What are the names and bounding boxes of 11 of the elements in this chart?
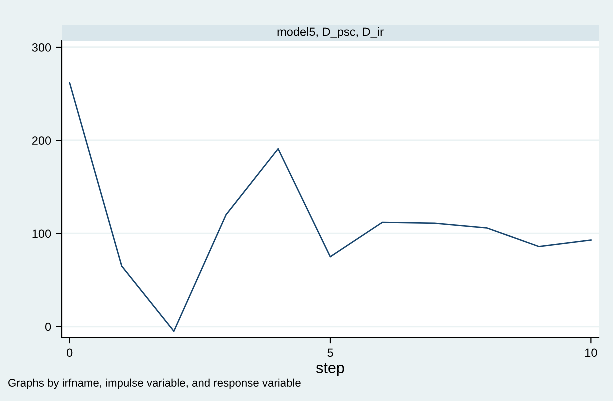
y-tick-label: 200 — [32, 136, 52, 146]
y-tick-label: 0 — [45, 322, 52, 332]
text: Graphs by irfname, impulse variable, and response variable — [8, 378, 301, 390]
y-tick-label: 100 — [32, 230, 52, 238]
x-axis-title: step — [316, 363, 344, 376]
chart-title: model5, D_psc, D_ir — [278, 28, 384, 38]
x-tick-label: 10 — [586, 348, 598, 358]
line-series — [69, 82, 592, 332]
y-tick-label: 300 — [32, 44, 52, 52]
x-tick-label: 5 — [328, 348, 334, 358]
x-tick-label: 0 — [67, 348, 73, 358]
